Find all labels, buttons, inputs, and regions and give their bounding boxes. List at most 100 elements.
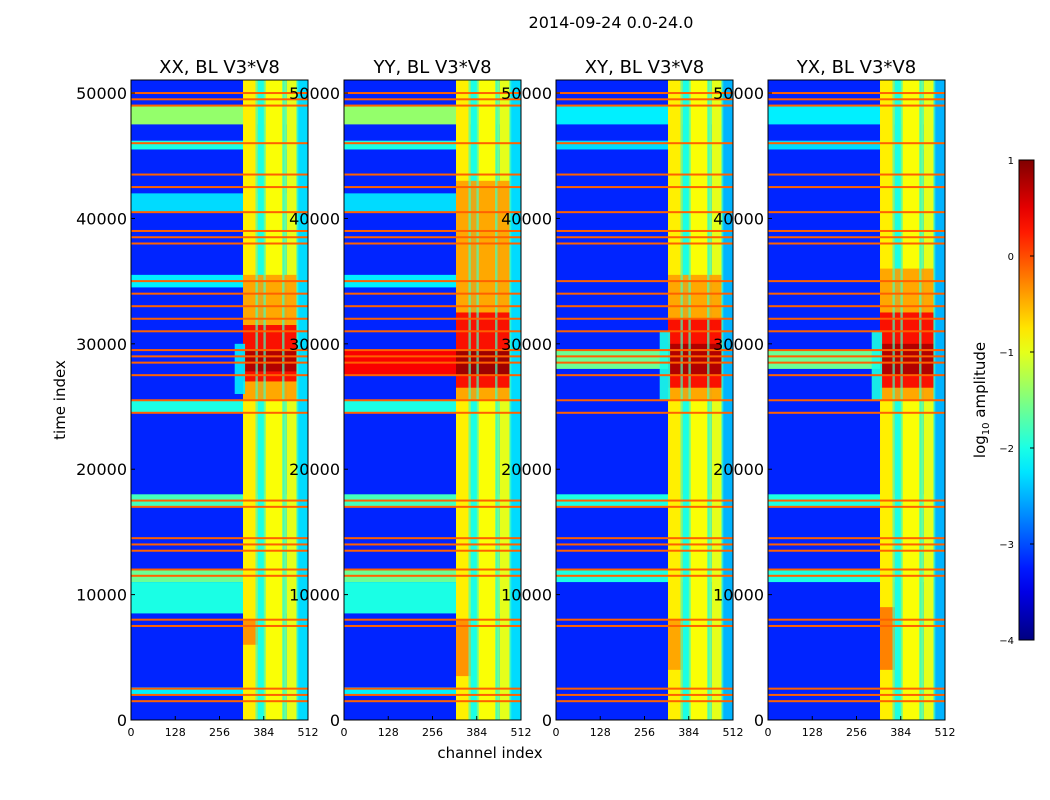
rfi-line: [131, 411, 308, 414]
rfi-line: [344, 349, 521, 352]
y-tick-label: 10000: [289, 586, 340, 605]
rfi-line: [556, 361, 733, 364]
rfi-line: [556, 229, 733, 232]
rfi-line: [556, 505, 733, 508]
rfi-line: [768, 361, 945, 364]
panel-1: YY, BL V3*V8 0 128 256 384 512 0 10000 20000 3000…: [289, 57, 531, 739]
y-axis-label: time index: [51, 360, 69, 440]
rfi-line: [768, 411, 945, 414]
rfi-line: [556, 242, 733, 245]
rfi-line: [131, 537, 308, 540]
rfi-line: [344, 399, 521, 402]
amplitude-region: [871, 331, 883, 401]
rfi-line: [768, 505, 945, 508]
rfi-line: [344, 411, 521, 414]
time-band: [344, 687, 521, 695]
rfi-line: [768, 374, 945, 377]
rfi-line: [768, 229, 945, 232]
x-tick-label: 256: [209, 726, 230, 739]
rfi-line: [556, 700, 733, 703]
y-tick-label: 0: [542, 711, 552, 730]
time-band: [768, 140, 945, 150]
y-tick-label: 50000: [713, 84, 764, 103]
y-tick-label: 40000: [76, 209, 127, 228]
rfi-line: [131, 104, 308, 107]
rfi-line: [131, 700, 308, 703]
x-tick-label: 384: [678, 726, 699, 739]
rfi-line: [344, 361, 521, 364]
rfi-line: [556, 693, 733, 696]
rfi-line: [768, 330, 945, 333]
rfi-line: [556, 355, 733, 358]
rfi-line: [344, 236, 521, 239]
rfi-line: [344, 186, 521, 189]
rfi-line: [556, 173, 733, 176]
rfi-line: [768, 236, 945, 239]
rfi-line: [344, 568, 521, 571]
rfi-line: [344, 499, 521, 502]
rfi-line: [344, 280, 521, 283]
rfi-line: [131, 98, 308, 101]
rfi-line: [768, 211, 945, 214]
rfi-line: [556, 568, 733, 571]
rfi-line: [344, 700, 521, 703]
rfi-line: [131, 543, 308, 546]
rfi-line: [131, 305, 308, 308]
x-tick-label: 0: [765, 726, 772, 739]
rfi-line: [556, 349, 733, 352]
rfi-line: [556, 499, 733, 502]
time-band: [131, 140, 308, 150]
y-tick-label: 20000: [713, 460, 764, 479]
x-tick-label: 0: [341, 726, 348, 739]
y-tick-label: 0: [754, 711, 764, 730]
rfi-line: [768, 92, 945, 95]
rfi-line: [556, 549, 733, 552]
rfi-line: [768, 618, 945, 621]
rfi-line: [344, 104, 521, 107]
x-tick-label: 128: [378, 726, 399, 739]
rfi-line: [131, 624, 308, 627]
rfi-line: [344, 537, 521, 540]
rfi-line: [131, 142, 308, 145]
x-tick-label: 0: [128, 726, 135, 739]
rfi-line: [344, 543, 521, 546]
rfi-line: [344, 330, 521, 333]
rfi-line: [131, 687, 308, 690]
colorbar-gradient: [1018, 159, 1035, 641]
rfi-line: [768, 292, 945, 295]
rfi-line: [768, 317, 945, 320]
rfi-line: [768, 687, 945, 690]
rfi-line: [131, 618, 308, 621]
colorbar-tick-label: −3: [999, 540, 1014, 551]
y-tick-label: 0: [330, 711, 340, 730]
rfi-line: [556, 142, 733, 145]
rfi-line: [131, 549, 308, 552]
y-tick-label: 20000: [289, 460, 340, 479]
y-tick-label: 0: [117, 711, 127, 730]
rfi-line: [768, 98, 945, 101]
y-tick-label: 10000: [501, 586, 552, 605]
amplitude-region: [234, 343, 246, 394]
amplitude-region: [668, 343, 722, 376]
rfi-line: [344, 305, 521, 308]
rfi-line: [556, 574, 733, 577]
rfi-line: [131, 330, 308, 333]
rfi-line: [131, 242, 308, 245]
rfi-line: [344, 374, 521, 377]
y-tick-label: 30000: [76, 335, 127, 354]
rfi-line: [344, 229, 521, 232]
rfi-line: [131, 229, 308, 232]
time-band: [556, 140, 733, 150]
rfi-line: [768, 242, 945, 245]
x-tick-label: 512: [935, 726, 956, 739]
panel-title: XX, BL V3*V8: [159, 57, 280, 78]
x-axis-label: channel index: [437, 744, 542, 762]
rfi-line: [768, 537, 945, 540]
y-tick-label: 40000: [713, 209, 764, 228]
y-tick-label: 30000: [501, 335, 552, 354]
colorbar-tick-label: 1: [1008, 156, 1014, 167]
colorbar-tick-label: −2: [999, 444, 1014, 455]
rfi-line: [768, 693, 945, 696]
colorbar-label: log10 amplitude: [971, 342, 992, 458]
colorbar-tick-label: −1: [999, 348, 1014, 359]
